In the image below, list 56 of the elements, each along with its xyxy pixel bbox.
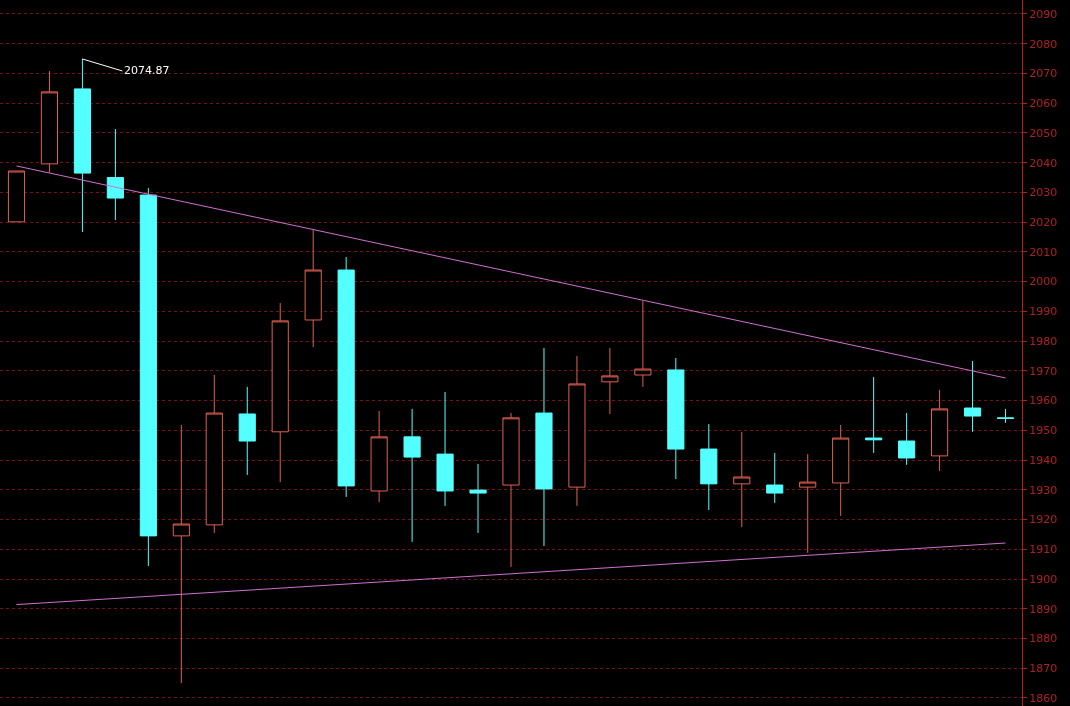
y-tick-label: 1980 (1029, 334, 1058, 348)
candlestick (502, 412, 520, 568)
y-tick-label: 2020 (1029, 216, 1058, 229)
candlestick (568, 355, 586, 507)
candlestick (898, 412, 916, 466)
y-tick-label: 1900 (1029, 572, 1058, 586)
y-tick-label: 2000 (1029, 275, 1058, 289)
y-tick-label: 1950 (1029, 424, 1058, 438)
y-tick-label: 1940 (1029, 453, 1058, 467)
candlestick (733, 431, 751, 528)
y-tick-label: 2040 (1029, 156, 1058, 170)
y-tick-label: 1990 (1029, 305, 1058, 319)
y-tick-label: 1860 (1029, 691, 1058, 705)
y-tick-label: 1960 (1029, 394, 1058, 408)
candlestick (40, 70, 59, 173)
y-tick-label: 1930 (1029, 483, 1058, 497)
candlestick (337, 256, 355, 498)
candlestick (304, 229, 322, 348)
candlestick (403, 408, 421, 543)
candlestick (73, 58, 91, 233)
candlestick (106, 128, 124, 221)
candlestick (370, 410, 388, 503)
y-tick-label: 2070 (1029, 67, 1058, 81)
candlestick (139, 187, 157, 567)
candlestick (799, 453, 817, 554)
y-tick-label: 2050 (1029, 126, 1058, 140)
candlestick (271, 302, 289, 483)
candlestick (238, 386, 256, 476)
annotation: 2074.87 (124, 64, 170, 77)
y-tick-label: 1910 (1029, 543, 1058, 557)
candlestick (634, 300, 652, 388)
candlestick (931, 389, 949, 472)
candlestick (667, 357, 685, 480)
y-tick-label: 1920 (1029, 513, 1058, 527)
candlestick (766, 452, 784, 504)
y-tick-label: 1890 (1029, 602, 1058, 616)
candlestick (436, 391, 454, 507)
y-tick-label: 1870 (1029, 662, 1058, 676)
y-tick-label: 1880 (1029, 632, 1058, 646)
y-tick-label: 2010 (1029, 245, 1058, 259)
y-tick-label: 1970 (1029, 364, 1058, 378)
y-tick-label: 2090 (1029, 7, 1058, 21)
candlestick (832, 424, 850, 517)
candlestick (469, 463, 487, 534)
candlestick (865, 376, 883, 454)
candlestick (172, 424, 190, 684)
candlestick (963, 360, 982, 433)
y-tick-label: 2030 (1029, 186, 1058, 200)
y-tick-label: 2060 (1029, 97, 1058, 111)
candlestick (601, 347, 619, 415)
candlestick (700, 423, 718, 511)
candlestick (7, 170, 26, 223)
candlestick (205, 374, 223, 534)
y-tick-label: 2080 (1029, 37, 1058, 51)
candlestick (996, 408, 1015, 424)
candlestick (535, 347, 553, 547)
